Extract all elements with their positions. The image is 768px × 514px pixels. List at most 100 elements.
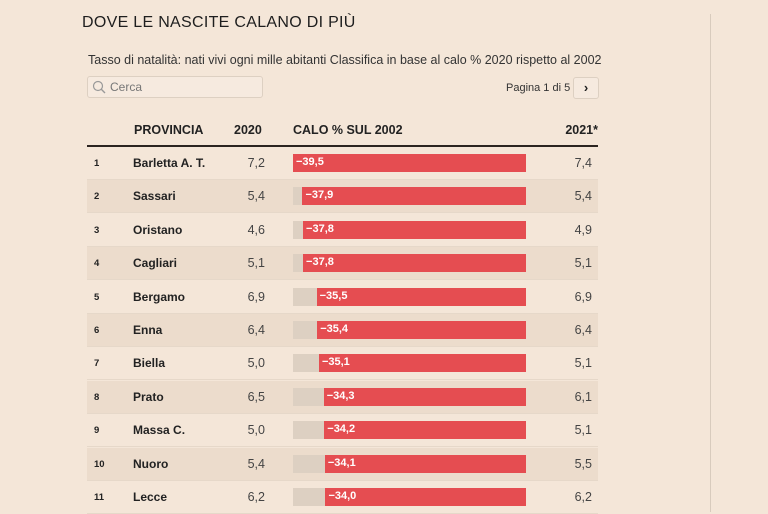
calo-label: −34,0 — [328, 490, 357, 502]
table-row: 3 Oristano 4,6 −37,8 4,9 — [87, 214, 598, 247]
bar-track: −35,4 — [293, 321, 526, 339]
bar-track: −37,8 — [293, 220, 526, 239]
calo-bar: −34,0 — [325, 488, 526, 506]
calo-label: −34,1 — [327, 456, 356, 469]
calo-label: −35,5 — [319, 289, 348, 302]
rank: 9 — [94, 425, 100, 437]
provincia-name: Massa C. — [133, 423, 186, 438]
calo-bar: −37,8 — [303, 220, 526, 239]
provincia-name: Cagliari — [133, 256, 178, 271]
search-icon — [92, 80, 106, 94]
rank: 1 — [94, 158, 100, 169]
bar-track: −35,5 — [293, 287, 526, 306]
value-2021: 5,1 — [574, 423, 592, 438]
calo-bar: −37,8 — [303, 254, 526, 273]
rank: 10 — [94, 458, 105, 470]
calo-label: −37,9 — [305, 189, 334, 202]
provincia-name: Prato — [133, 389, 164, 404]
calo-label: −37,8 — [306, 222, 334, 235]
column-divider — [710, 14, 711, 512]
rank: 3 — [94, 224, 100, 236]
value-2021: 5,5 — [574, 456, 592, 471]
provincia-name: Bergamo — [133, 289, 186, 304]
value-2021: 6,2 — [574, 490, 592, 504]
provincia-name: Oristano — [133, 222, 183, 237]
value-2020: 5,0 — [247, 356, 265, 371]
calo-bar: −35,1 — [318, 354, 526, 373]
rank: 4 — [94, 258, 100, 270]
pagination-label: Pagina 1 di 5 — [506, 82, 571, 94]
header-calo[interactable]: CALO % SUL 2002 — [293, 123, 403, 137]
bar-track: −34,0 — [293, 488, 526, 506]
chevron-right-icon: › — [583, 80, 589, 95]
calo-bar: −34,1 — [324, 454, 526, 473]
table-row: 8 Prato 6,5 −34,3 6,1 — [87, 380, 598, 414]
table-row: 9 Massa C. 5,0 −34,2 5,1 — [87, 414, 598, 448]
bar-track: −34,3 — [293, 387, 526, 406]
search-box[interactable] — [87, 76, 263, 98]
calo-bar: −37,9 — [302, 187, 526, 206]
table-row: 7 Biella 5,0 −35,1 5,1 — [87, 347, 598, 381]
bar-track: −39,5 — [293, 154, 526, 172]
value-2020: 6,5 — [247, 389, 265, 404]
value-2021: 4,9 — [574, 222, 592, 237]
calo-bar: −34,3 — [323, 387, 526, 406]
provincia-name: Lecce — [133, 490, 168, 504]
header-2020[interactable]: 2020 — [234, 123, 262, 137]
value-2020: 7,2 — [247, 156, 265, 170]
bar-track: −37,9 — [293, 187, 526, 206]
table-row: 10 Nuoro 5,4 −34,1 5,5 — [87, 447, 598, 481]
bar-track: −35,1 — [293, 354, 526, 373]
table-row: 2 Sassari 5,4 −37,9 5,4 — [87, 180, 598, 214]
search-input[interactable] — [110, 78, 250, 95]
bar-track: −37,8 — [293, 254, 526, 273]
calo-label: −35,1 — [321, 356, 350, 369]
value-2020: 6,4 — [247, 323, 265, 337]
rank: 11 — [94, 492, 105, 503]
rank: 8 — [94, 391, 100, 403]
value-2021: 5,1 — [574, 356, 592, 371]
calo-label: −34,3 — [326, 389, 355, 402]
table-row: 5 Bergamo 6,9 −35,5 6,9 — [87, 281, 598, 314]
provincia-name: Enna — [133, 323, 163, 337]
value-2020: 4,6 — [247, 222, 265, 237]
calo-bar: −35,5 — [316, 287, 526, 306]
table-row: 11 Lecce 6,2 −34,0 6,2 — [87, 481, 598, 514]
value-2021: 5,1 — [574, 256, 592, 271]
rank: 6 — [94, 325, 100, 336]
value-2020: 5,4 — [247, 456, 265, 471]
value-2021: 6,1 — [574, 389, 592, 404]
table-row: 1 Barletta A. T. 7,2 −39,5 7,4 — [87, 147, 598, 180]
table-row: 6 Enna 6,4 −35,4 6,4 — [87, 314, 598, 347]
subtitle: Tasso di natalità: nati vivi ogni mille … — [88, 53, 602, 67]
rank: 2 — [94, 191, 100, 203]
calo-bar: −34,2 — [324, 421, 526, 440]
value-2020: 6,2 — [247, 490, 265, 504]
value-2021: 6,9 — [574, 289, 592, 304]
calo-label: −34,2 — [327, 423, 356, 436]
provincia-name: Nuoro — [133, 456, 169, 471]
next-page-button[interactable]: › — [573, 77, 599, 99]
header-2021[interactable]: 2021* — [565, 123, 598, 137]
value-2021: 7,4 — [574, 156, 592, 170]
page-title: DOVE LE NASCITE CALANO DI PIÙ — [82, 14, 356, 31]
header-rule — [87, 145, 598, 147]
bar-track: −34,2 — [293, 421, 526, 440]
calo-bar: −39,5 — [293, 154, 526, 172]
calo-bar: −35,4 — [317, 321, 526, 339]
provincia-name: Sassari — [133, 189, 176, 204]
value-2020: 5,0 — [247, 423, 265, 438]
value-2020: 6,9 — [247, 289, 265, 304]
table-row: 4 Cagliari 5,1 −37,8 5,1 — [87, 247, 598, 281]
calo-label: −39,5 — [296, 156, 324, 168]
calo-label: −35,4 — [320, 323, 349, 335]
value-2020: 5,1 — [247, 256, 265, 271]
rank: 7 — [94, 358, 100, 370]
rank: 5 — [94, 291, 100, 303]
header-provincia[interactable]: PROVINCIA — [134, 123, 204, 137]
provincia-name: Barletta A. T. — [133, 156, 206, 170]
calo-label: −37,8 — [306, 256, 334, 269]
value-2021: 5,4 — [574, 189, 592, 204]
value-2020: 5,4 — [247, 189, 265, 204]
provincia-name: Biella — [133, 356, 166, 371]
